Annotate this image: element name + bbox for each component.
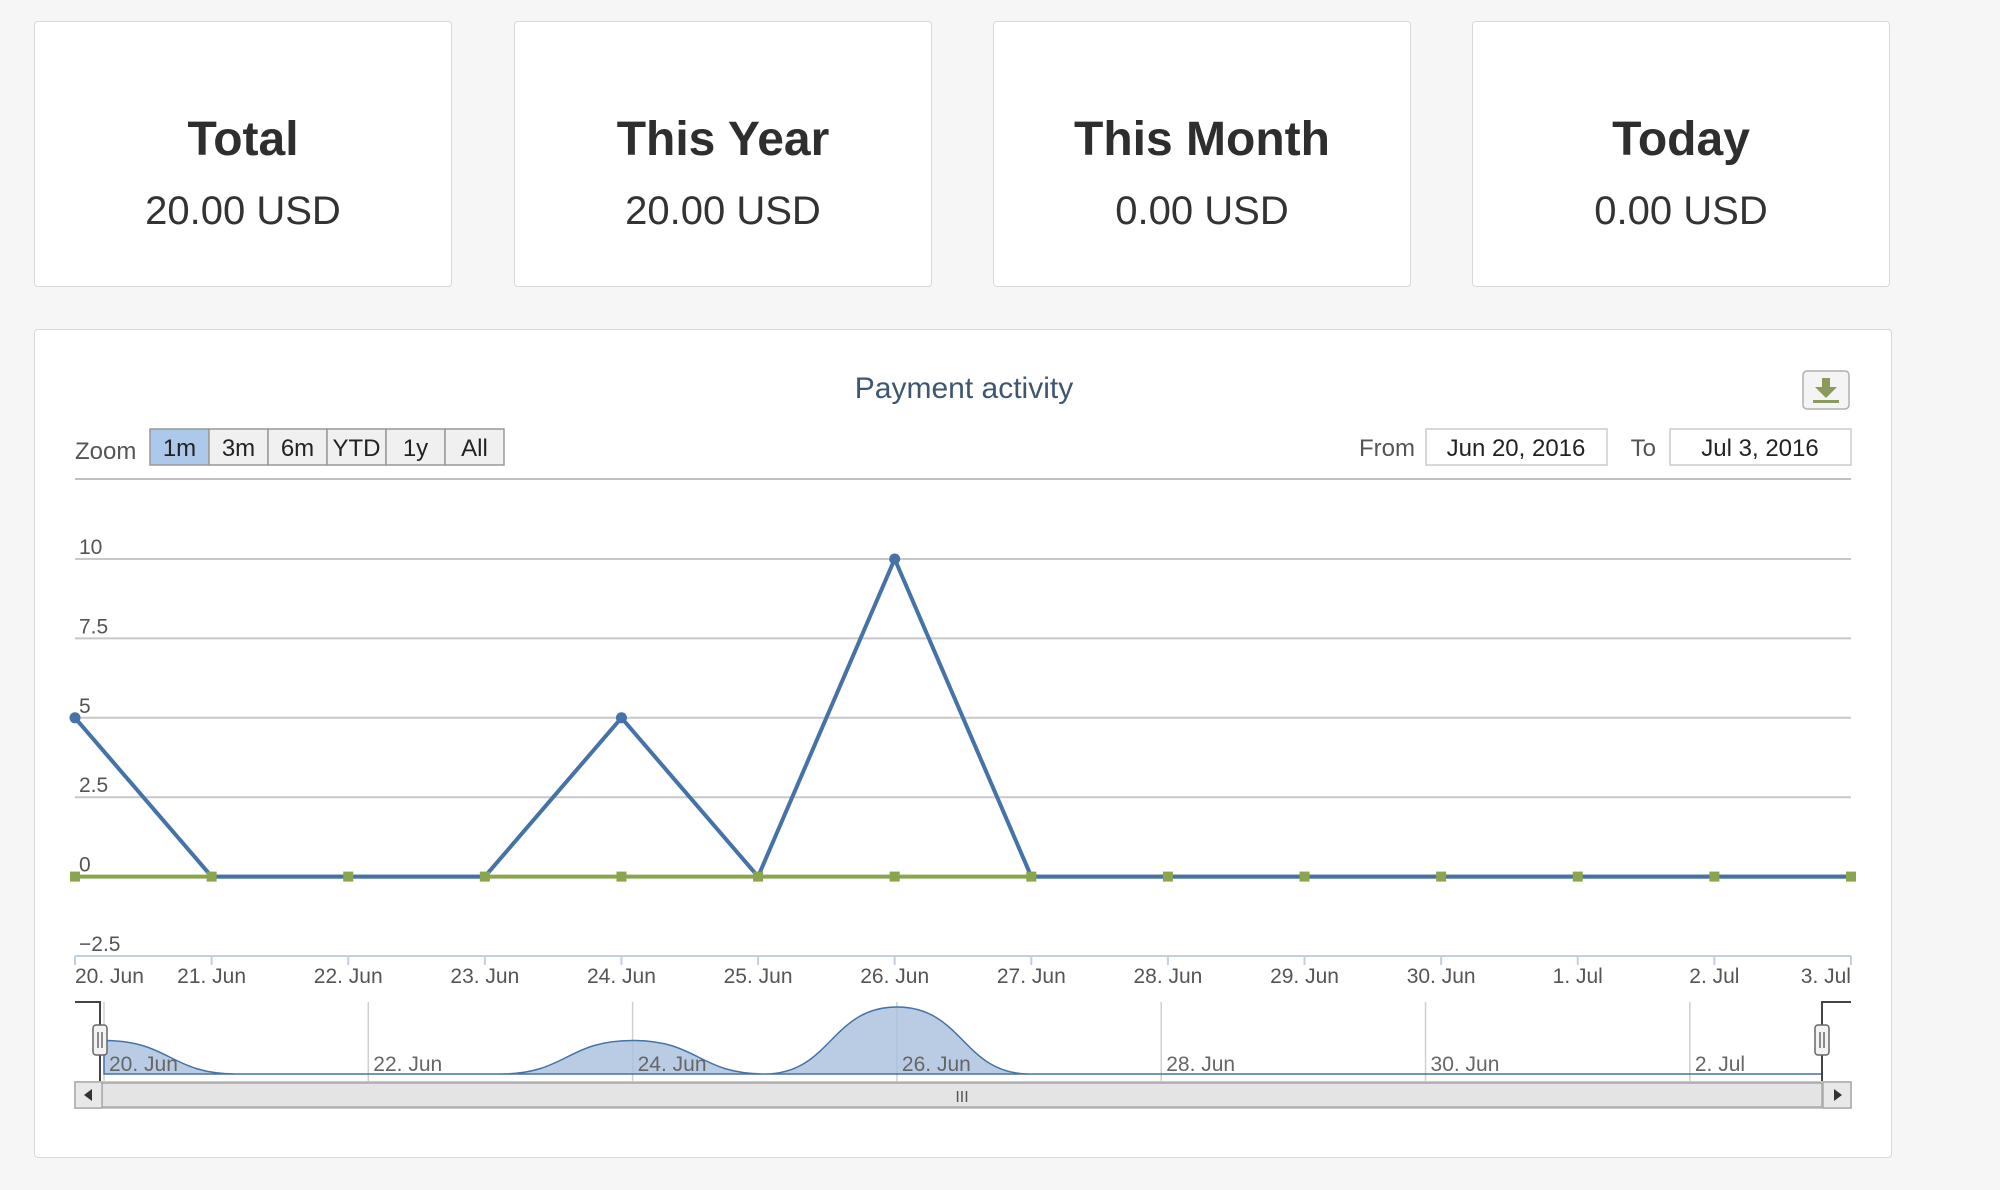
data-point-square[interactable] [889,871,900,882]
stat-value: 20.00 USD [625,189,821,233]
zoom-button-label: 1m [163,435,196,462]
x-tick-label: 22. Jun [314,965,383,988]
x-tick-label: 1. Jul [1553,965,1603,988]
data-point-square[interactable] [1299,871,1310,882]
zoom-button-all[interactable]: All [444,428,505,466]
stat-title: Today [1612,113,1750,166]
navigator-area [103,1006,1822,1075]
x-tick-label: 25. Jun [724,965,793,988]
navigator-label: 22. Jun [373,1053,442,1076]
to-label: To [1631,435,1656,462]
x-tick-label: 30. Jun [1407,965,1476,988]
navigator-right-handle[interactable] [1814,1024,1830,1056]
navigator-label: 28. Jun [1166,1053,1235,1076]
x-axis-ticks: 20. Jun 21. Jun 22. Jun 23. Jun 24. Jun 25. J… [74,956,1852,988]
data-point-square[interactable] [206,871,217,882]
y-tick-label: 7.5 [79,615,108,638]
scrollbar[interactable]: III [74,1081,1852,1109]
data-point-square[interactable] [1709,871,1720,882]
y-tick-label: 0 [79,854,91,877]
zoom-button-label: All [461,435,488,462]
x-tick-label: 26. Jun [860,965,929,988]
stat-title: This Month [1074,113,1330,166]
from-label: From [1359,435,1415,462]
data-point-square[interactable] [479,871,490,882]
zoom-button-label: 3m [222,435,255,462]
x-tick-label: 28. Jun [1133,965,1202,988]
navigator-label: 26. Jun [902,1053,971,1076]
navigator-labels: 20. Jun 22. Jun 24. Jun 26. Jun 28. Jun 30. J… [109,1053,1745,1076]
stat-value: 0.00 USD [1594,189,1768,233]
zoom-button-ytd[interactable]: YTD [326,428,387,466]
x-tick-label: 3. Jul [1801,965,1851,988]
navigator-label: 30. Jun [1431,1053,1500,1076]
zoom-button-1y[interactable]: 1y [385,428,446,466]
zoom-button-label: YTD [333,435,381,462]
data-point-square[interactable] [616,871,627,882]
y-tick-label: 10 [79,536,102,559]
zoom-button-label: 6m [281,435,314,462]
stat-value: 20.00 USD [145,189,341,233]
scrollbar-grip: III [955,1089,968,1106]
data-point-square[interactable] [1026,871,1037,882]
data-point-square[interactable] [1845,871,1856,882]
arrow-right-icon [1834,1089,1842,1101]
x-tick-label: 27. Jun [997,965,1066,988]
stat-card-this-year: This Year 20.00 USD [514,21,932,287]
data-point-square[interactable] [1572,871,1583,882]
download-icon [1813,378,1839,403]
data-point-square[interactable] [1162,871,1173,882]
zoom-label: Zoom [75,438,136,465]
from-date-input[interactable]: Jun 20, 2016 [1447,435,1586,462]
from-date-input-box[interactable] [1425,428,1608,466]
x-tick-label: 20. Jun [75,965,144,988]
data-point-square[interactable] [70,871,80,882]
data-point[interactable] [615,712,627,724]
to-date-input[interactable]: Jul 3, 2016 [1701,435,1818,462]
export-button[interactable] [1802,370,1850,410]
stat-title: This Year [616,113,830,166]
zoom-button-1m[interactable]: 1m [149,428,210,466]
navigator-label: 24. Jun [638,1053,707,1076]
navigator[interactable]: 20. Jun 22. Jun 24. Jun 26. Jun 28. Jun 30. J… [75,1001,1851,1081]
to-date-input-box[interactable] [1669,428,1852,466]
data-point[interactable] [889,553,901,565]
y-tick-label: 2.5 [79,774,108,797]
x-tick-label: 2. Jul [1689,965,1739,988]
zoom-button-6m[interactable]: 6m [267,428,328,466]
stat-card-this-month: This Month 0.00 USD [993,21,1411,287]
data-point[interactable] [69,712,81,724]
y-tick-label: −2.5 [79,933,120,956]
y-axis-ticks: 10 7.5 5 2.5 0 −2.5 [79,536,120,956]
stat-card-total: Total 20.00 USD [34,21,452,287]
scroll-left-button[interactable] [74,1081,103,1109]
navigator-label: 20. Jun [109,1053,178,1076]
data-point-square[interactable] [753,871,764,882]
stat-card-today: Today 0.00 USD [1472,21,1890,287]
navigator-left-handle[interactable] [92,1024,108,1056]
stat-value: 0.00 USD [1115,189,1289,233]
x-tick-label: 23. Jun [450,965,519,988]
y-tick-label: 5 [79,695,91,718]
chart-title: Payment activity [855,372,1073,405]
series-layer [69,553,1856,882]
x-tick-label: 24. Jun [587,965,656,988]
stat-title: Total [187,113,299,166]
x-tick-label: 21. Jun [177,965,246,988]
scroll-right-button[interactable] [1822,1081,1852,1109]
navigator-label: 2. Jul [1695,1053,1745,1076]
data-point-square[interactable] [1436,871,1447,882]
zoom-button-label: 1y [403,435,428,462]
series-line-0 [73,557,1851,879]
data-point-square[interactable] [343,871,354,882]
x-tick-label: 29. Jun [1270,965,1339,988]
arrow-left-icon [84,1089,92,1101]
zoom-button-3m[interactable]: 3m [208,428,269,466]
zoom-buttons: 1m 3m 6m YTD 1y All [149,428,505,466]
